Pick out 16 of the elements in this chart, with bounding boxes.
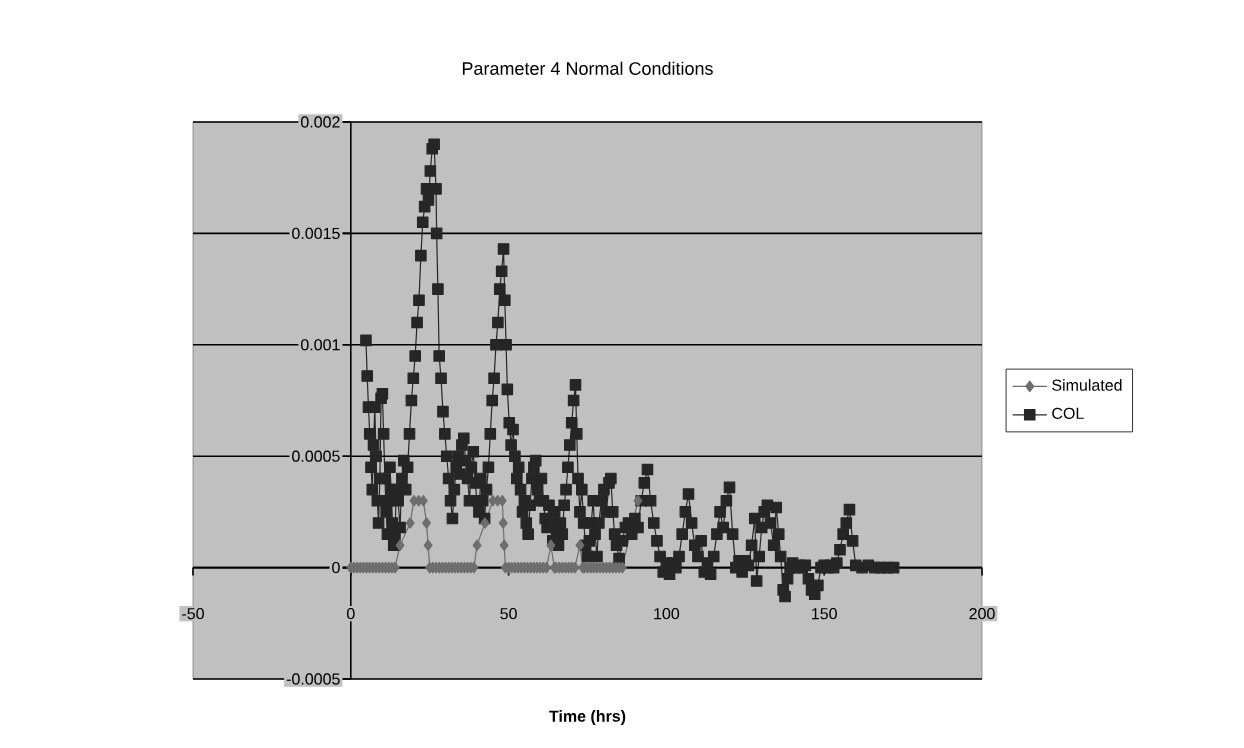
y-tick-label: 0.001: [300, 339, 340, 351]
y-tick-label: 0.0015: [292, 227, 340, 240]
x-tick-label: 100: [654, 607, 680, 620]
x-tick-label: 200: [969, 607, 995, 620]
y-tick-label: 0: [332, 561, 340, 574]
x-tick-label: 0: [346, 607, 355, 620]
x-tick-label: -50: [182, 607, 204, 620]
legend-label: Simulated: [1052, 379, 1122, 391]
x-tick-label: 50: [500, 607, 517, 620]
y-tick-label: 0.0005: [292, 450, 340, 462]
y-tick-label: -0.0005: [286, 673, 340, 685]
x-axis-title: Time (hrs): [549, 710, 626, 725]
chart-title: Parameter 4 Normal Conditions: [462, 61, 713, 75]
legend-label: COL: [1052, 407, 1084, 420]
x-tick-label: 150: [812, 607, 837, 620]
y-tick-label: 0.002: [300, 116, 340, 128]
